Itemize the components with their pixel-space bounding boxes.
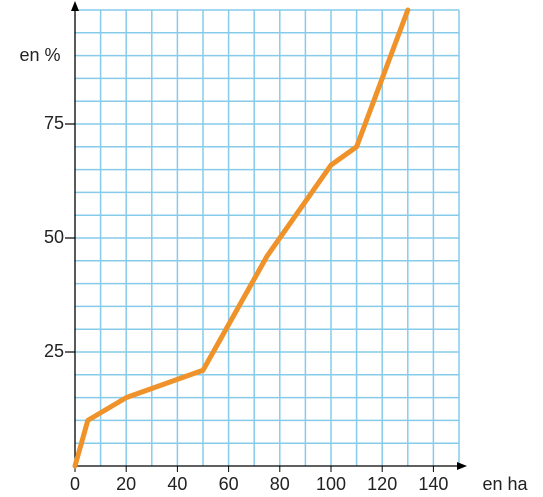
- x-tick-label: 80: [270, 474, 290, 494]
- x-axis-label: en ha: [482, 474, 528, 494]
- y-tick-label: 25: [44, 341, 64, 361]
- y-tick-label: 50: [44, 227, 64, 247]
- x-tick-label: 40: [167, 474, 187, 494]
- x-tick-label: 140: [418, 474, 448, 494]
- y-axis-arrow: [71, 1, 79, 11]
- x-tick-label: 20: [116, 474, 136, 494]
- x-tick-label: 0: [70, 474, 80, 494]
- y-tick-label: 75: [44, 113, 64, 133]
- x-tick-label: 100: [316, 474, 346, 494]
- x-axis-arrow: [457, 462, 467, 470]
- y-axis-label: en %: [19, 45, 60, 65]
- x-tick-label: 60: [219, 474, 239, 494]
- x-tick-label: 120: [367, 474, 397, 494]
- line: [72, 7, 411, 469]
